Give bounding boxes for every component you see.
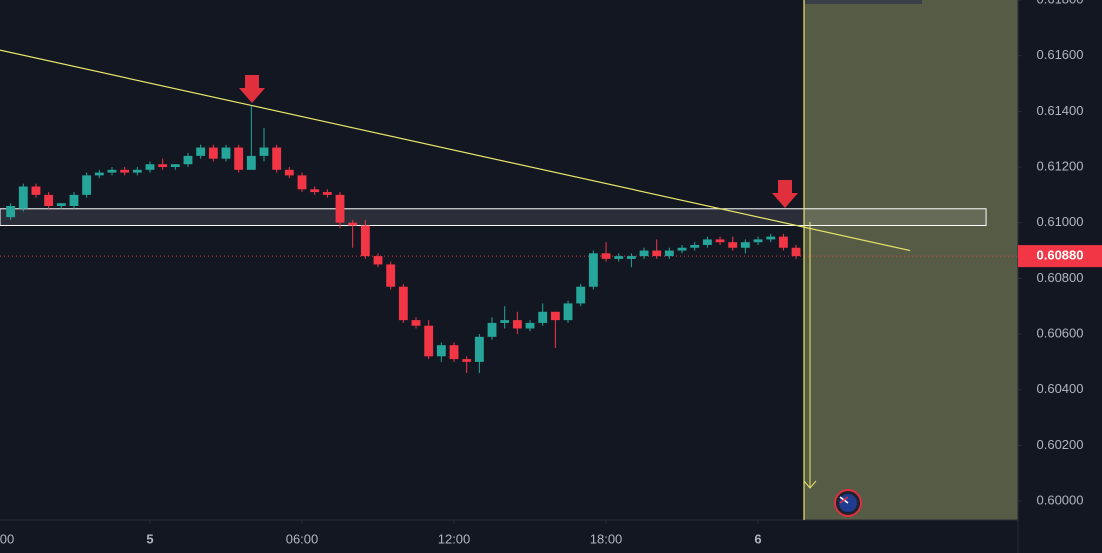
- candle-body: [373, 256, 383, 265]
- candle-body: [512, 320, 522, 329]
- x-tick-label: 18:00: [590, 531, 623, 546]
- down-arrow: [239, 75, 265, 103]
- candle-body: [639, 250, 649, 257]
- candle-body: [449, 345, 459, 360]
- y-tick-label: 0.61000: [1037, 214, 1084, 229]
- candle-body: [778, 236, 788, 248]
- candle-body: [652, 250, 662, 257]
- candle-body: [740, 242, 750, 248]
- candle-body: [272, 147, 282, 170]
- candle-body: [132, 169, 142, 173]
- plot: [0, 49, 1018, 374]
- candle-body: [158, 164, 168, 168]
- candle-body: [563, 303, 573, 321]
- candle-body: [94, 172, 104, 176]
- candle-body: [360, 225, 370, 257]
- candle-body: [145, 164, 155, 170]
- candle-body: [69, 194, 79, 206]
- y-tick-label: 0.61800: [1037, 0, 1084, 6]
- candle-body: [728, 242, 738, 248]
- y-tick-label: 0.61200: [1037, 158, 1084, 173]
- x-tick-label: 6: [754, 531, 761, 546]
- candle-body: [310, 189, 320, 193]
- projection-area: [804, 0, 1018, 520]
- candle-body: [335, 194, 345, 223]
- candle-body: [550, 311, 560, 321]
- candle-body: [234, 147, 244, 170]
- down-arrow: [772, 180, 798, 208]
- y-tick-label: 0.61400: [1037, 103, 1084, 118]
- zone: [0, 208, 987, 226]
- candle-body: [56, 203, 66, 206]
- x-tick-label: 18:00: [0, 531, 14, 546]
- candle-body: [44, 194, 54, 206]
- candle-body: [588, 253, 598, 287]
- candle-body: [196, 147, 206, 156]
- candle-body: [576, 286, 586, 304]
- candle-body: [246, 155, 256, 170]
- candle-body: [259, 147, 269, 156]
- candle-body: [664, 250, 674, 257]
- last-price-badge: [1018, 245, 1102, 268]
- candle-body: [297, 175, 307, 190]
- y-tick-label: 0.61600: [1037, 47, 1084, 62]
- candle-body: [170, 164, 180, 168]
- candle-body: [538, 311, 548, 323]
- candle-body: [500, 320, 510, 323]
- candle-body: [411, 320, 421, 326]
- candle-body: [31, 186, 41, 195]
- candle-body: [183, 155, 193, 165]
- candle-body: [398, 286, 408, 321]
- x-tick-label: 06:00: [286, 531, 319, 546]
- candle-body: [601, 253, 611, 259]
- candle-body: [221, 147, 231, 159]
- candle-body: [614, 256, 624, 259]
- y-tick-label: 0.60800: [1037, 270, 1084, 285]
- candle-body: [677, 247, 687, 251]
- trendline: [0, 49, 911, 252]
- candle-body: [766, 236, 776, 240]
- candle-body: [791, 247, 801, 257]
- candle-body: [436, 345, 446, 357]
- candle-body: [753, 239, 763, 243]
- y-tick-label: 0.60400: [1037, 381, 1084, 396]
- candle-body: [120, 169, 130, 173]
- last-price-label: 0.60880: [1037, 248, 1084, 263]
- projection-arrow-head: [803, 480, 817, 489]
- candle-body: [322, 192, 332, 195]
- candle-body: [208, 147, 218, 159]
- flag-cross: [839, 496, 849, 504]
- candle-body: [715, 239, 725, 243]
- candle-body: [6, 205, 16, 218]
- candle-body: [18, 186, 28, 209]
- candle-body: [424, 325, 434, 357]
- candle-body: [525, 322, 535, 329]
- x-tick-label: 12:00: [438, 531, 471, 546]
- candle-body: [626, 256, 636, 259]
- candle-body: [690, 244, 700, 248]
- candle-body: [348, 222, 358, 226]
- candle-body: [107, 169, 117, 173]
- y-tick-label: 0.60200: [1037, 437, 1084, 452]
- y-tick-label: 0.60000: [1037, 493, 1084, 508]
- candle-body: [702, 239, 712, 245]
- x-tick-label: 5: [146, 531, 153, 546]
- candle-body: [462, 359, 472, 362]
- candle-body: [474, 336, 484, 362]
- candle-body: [284, 169, 294, 176]
- candle-body: [487, 322, 497, 337]
- candle-body: [82, 175, 92, 195]
- toolbar-stub: [805, 0, 922, 4]
- y-tick-label: 0.60600: [1037, 325, 1084, 340]
- candle-body: [386, 264, 396, 287]
